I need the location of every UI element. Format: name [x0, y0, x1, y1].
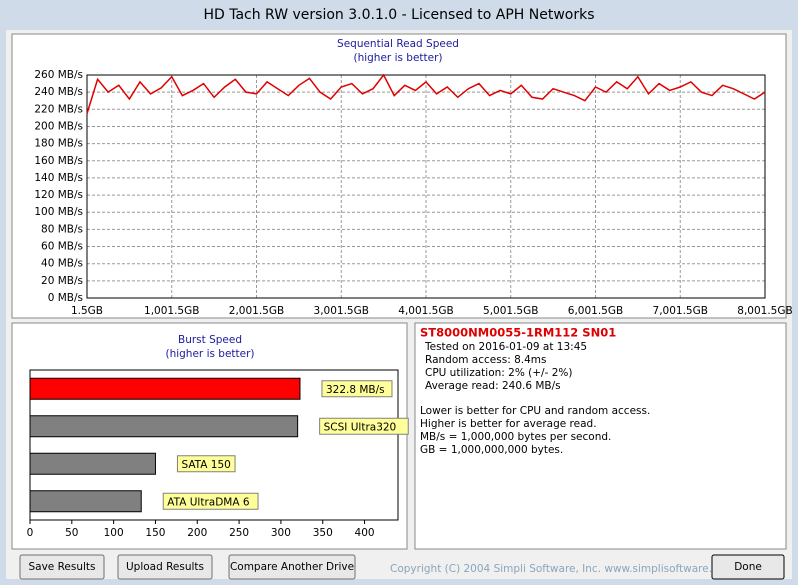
plot-frame: [86, 74, 766, 299]
y-tick-label: 80 MB/s: [41, 223, 83, 235]
drive-stat: Average read: 240.6 MB/s: [425, 380, 561, 392]
label-box: [319, 417, 409, 435]
x-tick-label: 5,001.5GB: [483, 305, 538, 317]
button[interactable]: Upload Results: [117, 554, 213, 580]
note: GB = 1,000,000,000 bytes.: [420, 444, 563, 456]
x-tick-label: 400: [355, 527, 375, 539]
bar-label: SCSI Ultra320: [324, 421, 397, 433]
y-tick-label: 20 MB/s: [41, 275, 83, 287]
x-tick-label: 3,001.5GB: [314, 305, 369, 317]
drive-stat: Tested on 2016-01-09 at 13:45: [424, 341, 587, 353]
window-title: HD Tach RW version 3.0.1.0 - Licensed to…: [203, 7, 594, 23]
x-tick-label: 8,001.5GB: [737, 305, 792, 317]
x-tick-label: 1,001.5GB: [144, 305, 199, 317]
y-tick-label: 40 MB/s: [41, 258, 83, 270]
label-box: [321, 380, 393, 398]
button-label: Compare Another Drive: [230, 561, 354, 573]
button-label: Upload Results: [126, 561, 204, 573]
bar: [29, 452, 156, 475]
bar-label: SATA 150: [181, 459, 230, 471]
drive-name: ST8000NM0055-1RM112 SN01: [420, 326, 616, 340]
button-face: [711, 554, 785, 580]
drive-stat: Random access: 8.4ms: [425, 354, 546, 366]
y-tick-label: 200 MB/s: [34, 120, 83, 132]
button-face: [19, 554, 105, 580]
info-panel: [414, 322, 787, 550]
button-face: [228, 554, 356, 580]
y-tick-label: 240 MB/s: [34, 86, 83, 98]
seq-subtitle: (higher is better): [353, 52, 442, 64]
label-box: [176, 455, 236, 473]
burst-subtitle: (higher is better): [165, 348, 254, 360]
note: MB/s = 1,000,000 bytes per second.: [420, 431, 611, 443]
seq-panel: [11, 33, 787, 319]
x-tick-label: 50: [65, 527, 78, 539]
y-tick-label: 180 MB/s: [34, 138, 83, 150]
x-tick-label: 300: [271, 527, 291, 539]
y-tick-label: 120 MB/s: [34, 189, 83, 201]
button-label: Save Results: [28, 561, 95, 573]
x-tick-label: 1.5GB: [71, 305, 103, 317]
x-tick-label: 2,001.5GB: [229, 305, 284, 317]
y-tick-label: 220 MB/s: [34, 103, 83, 115]
button-face: [117, 554, 213, 580]
note: Lower is better for CPU and random acces…: [420, 405, 650, 417]
bar: [29, 415, 299, 438]
button[interactable]: Compare Another Drive: [228, 554, 356, 580]
x-tick-label: 0: [27, 527, 34, 539]
x-tick-label: 200: [187, 527, 207, 539]
y-tick-label: 140 MB/s: [34, 172, 83, 184]
x-tick-label: 100: [104, 527, 124, 539]
label-box: [162, 492, 259, 510]
drive-stat: CPU utilization: 2% (+/- 2%): [425, 367, 572, 379]
x-tick-label: 7,001.5GB: [653, 305, 708, 317]
x-tick-label: 4,001.5GB: [398, 305, 453, 317]
burst-title: Burst Speed: [178, 334, 242, 346]
x-tick-label: 350: [313, 527, 333, 539]
seq-title: Sequential Read Speed: [337, 38, 459, 50]
read-line: [86, 73, 766, 114]
y-tick-label: 0 MB/s: [48, 292, 83, 304]
y-tick-label: 60 MB/s: [41, 241, 83, 253]
note: Higher is better for average read.: [420, 418, 597, 430]
bar-label: ATA UltraDMA 6: [167, 496, 250, 508]
button-label: Done: [734, 561, 762, 573]
bar: [29, 490, 142, 513]
x-tick-label: 6,001.5GB: [568, 305, 623, 317]
copyright: Copyright (C) 2004 Simpli Software, Inc.…: [390, 563, 734, 575]
value-label: 322.8 MB/s: [326, 384, 385, 396]
bar: [29, 377, 301, 400]
button[interactable]: Save Results: [19, 554, 105, 580]
y-tick-label: 260 MB/s: [34, 69, 83, 81]
y-tick-label: 100 MB/s: [34, 206, 83, 218]
y-tick-label: 160 MB/s: [34, 155, 83, 167]
button[interactable]: Done: [711, 554, 785, 580]
x-tick-label: 250: [229, 527, 249, 539]
x-tick-label: 150: [145, 527, 165, 539]
